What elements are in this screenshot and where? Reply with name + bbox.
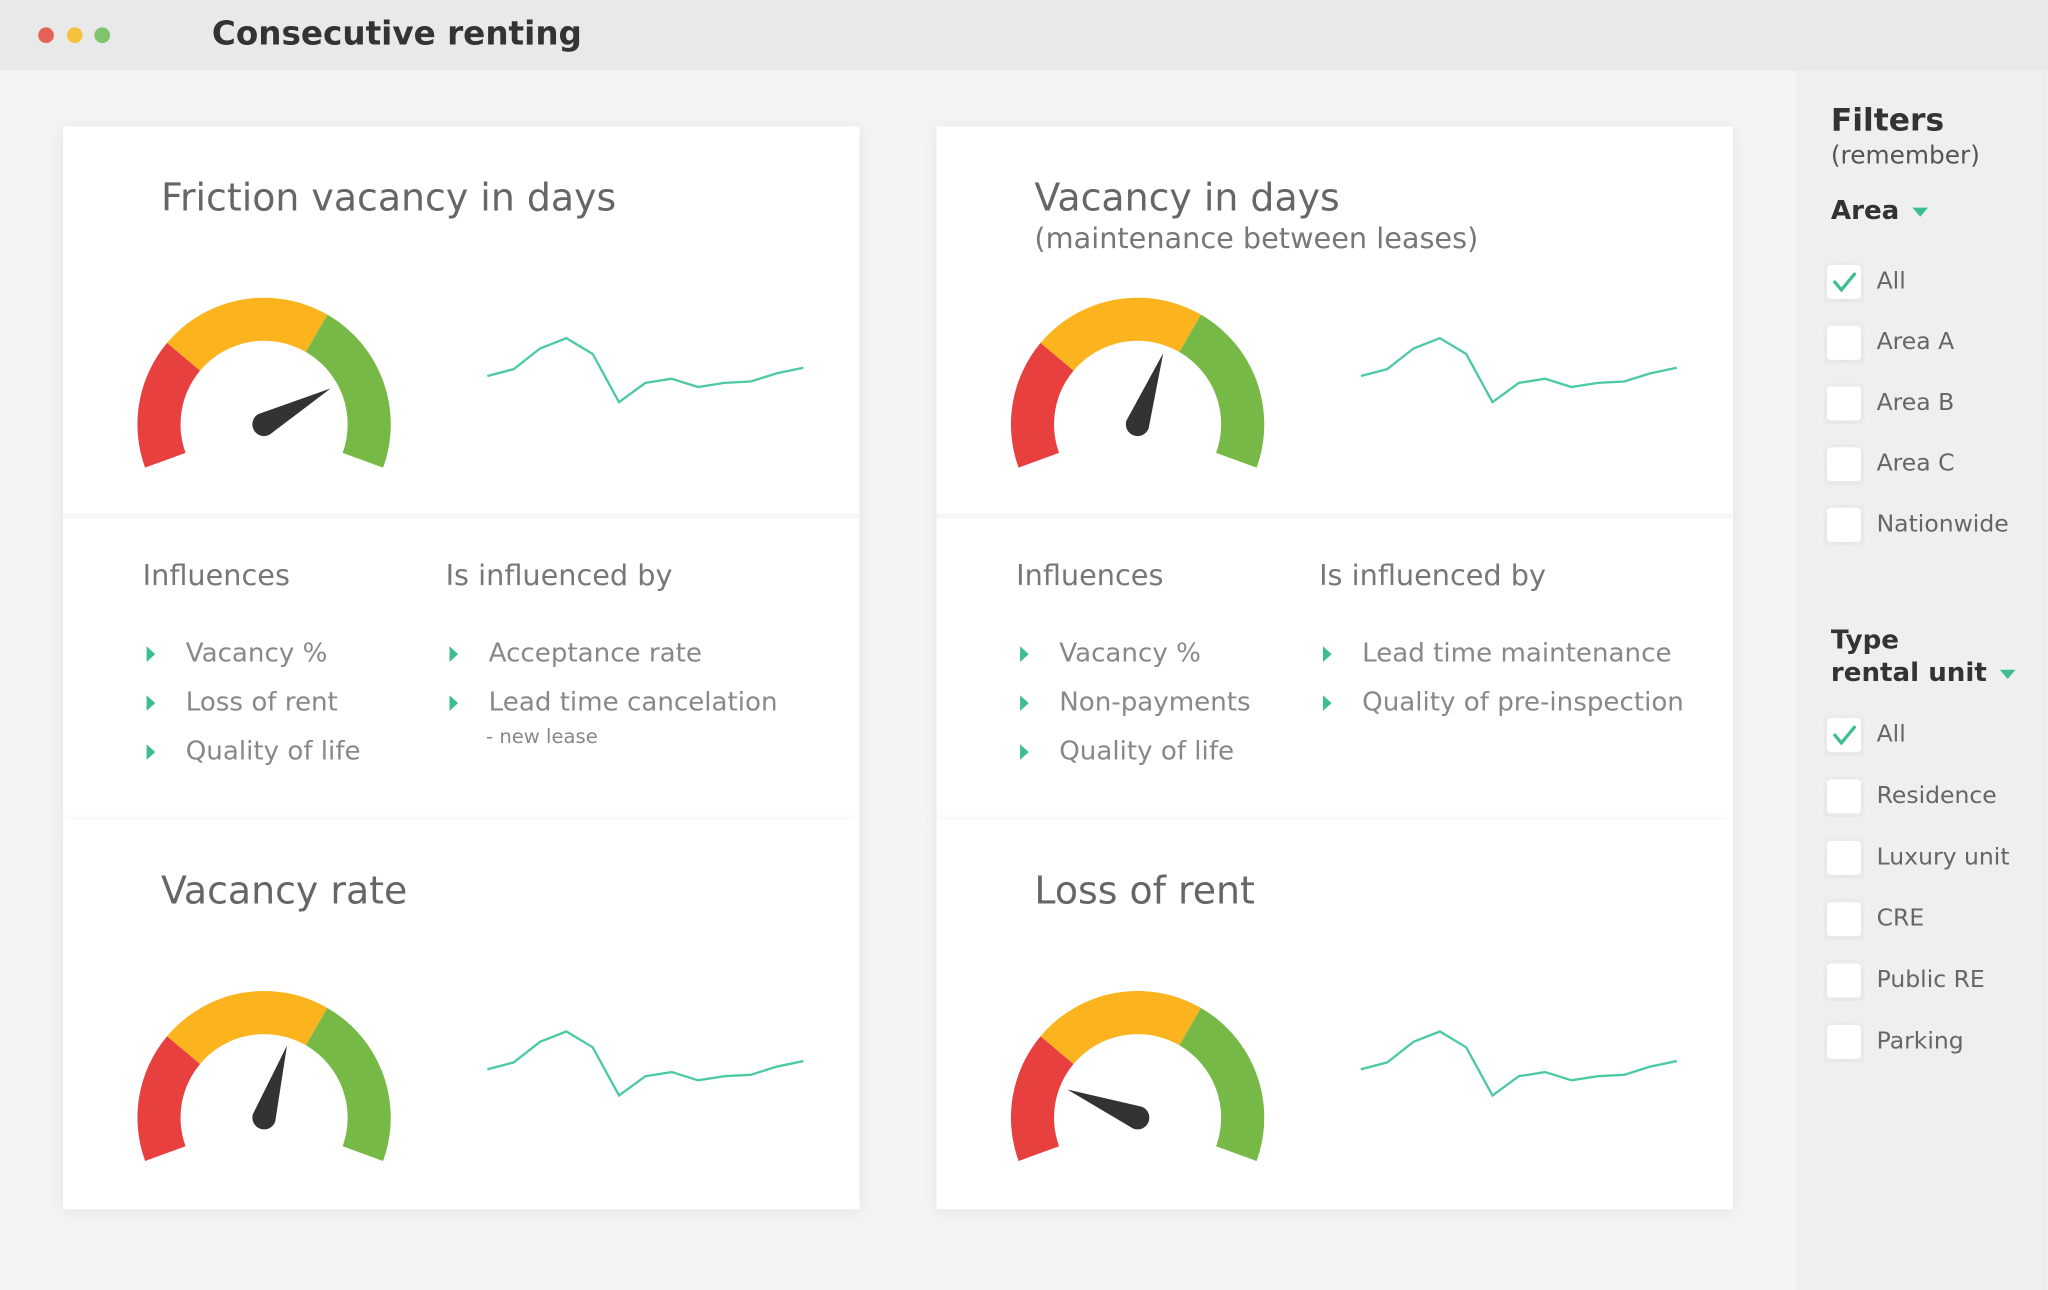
list-item: Vacancy %: [1059, 639, 1201, 669]
gauge-segment: [137, 1036, 201, 1161]
checkbox[interactable]: [1826, 840, 1861, 875]
checkbox[interactable]: [1826, 447, 1861, 482]
section-heading: Is influenced by: [446, 558, 673, 592]
sparkline: [487, 1030, 804, 1098]
gauge-segment: [305, 1007, 391, 1161]
window-title: Consecutive renting: [212, 14, 582, 52]
gauge-needle: [1125, 353, 1164, 437]
list-item: Quality of pre-inspection: [1362, 688, 1684, 718]
divider: [936, 513, 1733, 519]
checkbox-label[interactable]: Area B: [1877, 388, 1955, 416]
checkbox[interactable]: [1826, 902, 1861, 937]
filter-group-label[interactable]: rental unit: [1831, 658, 1987, 688]
checkbox[interactable]: [1826, 779, 1861, 814]
gauge-segment: [1010, 1036, 1074, 1161]
card-title: Loss of rent: [1034, 869, 1254, 913]
checkbox-label[interactable]: CRE: [1877, 904, 1925, 932]
gauge-segment: [305, 314, 391, 468]
list-item: Loss of rent: [186, 688, 338, 718]
bullet: [1322, 646, 1332, 662]
gauge-segment: [1010, 342, 1074, 468]
dropdown-arrow[interactable]: [1999, 669, 2016, 679]
card-title: Vacancy in days: [1034, 175, 1339, 219]
list-item: Quality of life: [1059, 737, 1234, 767]
list-item: Lead time cancelation: [489, 688, 778, 718]
checkbox[interactable]: [1826, 963, 1861, 998]
close-button[interactable]: [38, 27, 54, 44]
sparkline: [1360, 1030, 1678, 1098]
bullet: [449, 646, 459, 662]
bullet: [1020, 695, 1029, 711]
gauge-needle: [252, 388, 331, 437]
checkbox[interactable]: [1826, 386, 1861, 421]
list-note: - new lease: [486, 725, 598, 748]
minimize-button[interactable]: [66, 27, 83, 44]
gauge-segment: [137, 342, 201, 468]
gauge-segment: [1040, 297, 1201, 371]
section-heading: Is influenced by: [1319, 558, 1546, 592]
card-subtitle: (maintenance between leases): [1034, 221, 1478, 255]
bullet: [146, 646, 156, 662]
checkbox[interactable]: [1826, 265, 1861, 299]
card-title: Vacancy rate: [161, 869, 407, 913]
title-bar: [0, 0, 2048, 71]
checkbox[interactable]: [1826, 325, 1861, 360]
checkbox-label[interactable]: Area C: [1877, 449, 1955, 477]
bullet: [1020, 744, 1029, 760]
checkbox[interactable]: [1826, 1024, 1861, 1059]
dropdown-arrow[interactable]: [1912, 207, 1929, 217]
checkbox[interactable]: [1826, 507, 1861, 542]
gauge-needle: [252, 1045, 287, 1130]
list-item: Non-payments: [1059, 688, 1250, 718]
section-heading: Influences: [1016, 558, 1163, 592]
sparkline: [1360, 336, 1678, 404]
checkbox-label[interactable]: All: [1877, 720, 1906, 748]
gauge-segment: [1179, 1007, 1265, 1161]
checkbox-label[interactable]: Luxury unit: [1877, 842, 2010, 870]
filter-group-label[interactable]: Type: [1831, 626, 1899, 656]
checkbox-label[interactable]: Residence: [1877, 781, 1997, 809]
checkbox-label[interactable]: All: [1877, 267, 1906, 295]
list-item: Vacancy %: [186, 639, 328, 669]
gauge-segment: [1179, 314, 1265, 468]
checkmark: [1833, 725, 1857, 746]
list-item: Quality of life: [186, 737, 361, 767]
checkmark: [1833, 272, 1857, 293]
bullet: [146, 695, 156, 711]
gauge-segment: [167, 297, 328, 371]
divider: [63, 513, 860, 519]
bullet: [146, 744, 156, 760]
checkbox-label[interactable]: Public RE: [1877, 965, 1985, 993]
gauge-needle: [1067, 1089, 1150, 1130]
sparkline: [487, 336, 804, 404]
filter-group-label[interactable]: Area: [1831, 196, 1899, 226]
list-item: Lead time maintenance: [1362, 639, 1671, 669]
card-title: Friction vacancy in days: [161, 175, 616, 219]
maximize-button[interactable]: [94, 27, 111, 44]
checkbox-label[interactable]: Parking: [1877, 1026, 1964, 1054]
bullet: [1322, 695, 1332, 711]
checkbox[interactable]: [1826, 718, 1861, 753]
list-item: Acceptance rate: [489, 639, 702, 669]
card: [63, 126, 860, 820]
checkbox-label[interactable]: Nationwide: [1877, 509, 2009, 537]
filters-subtitle: (remember): [1831, 141, 1980, 170]
card: [936, 126, 1733, 820]
filters-title: Filters: [1831, 102, 1944, 138]
section-heading: Influences: [143, 558, 290, 592]
gauge-segment: [1040, 991, 1201, 1064]
bullet: [449, 695, 459, 711]
gauge-segment: [167, 991, 328, 1064]
bullet: [1020, 646, 1029, 662]
checkbox-label[interactable]: Area A: [1877, 327, 1955, 355]
